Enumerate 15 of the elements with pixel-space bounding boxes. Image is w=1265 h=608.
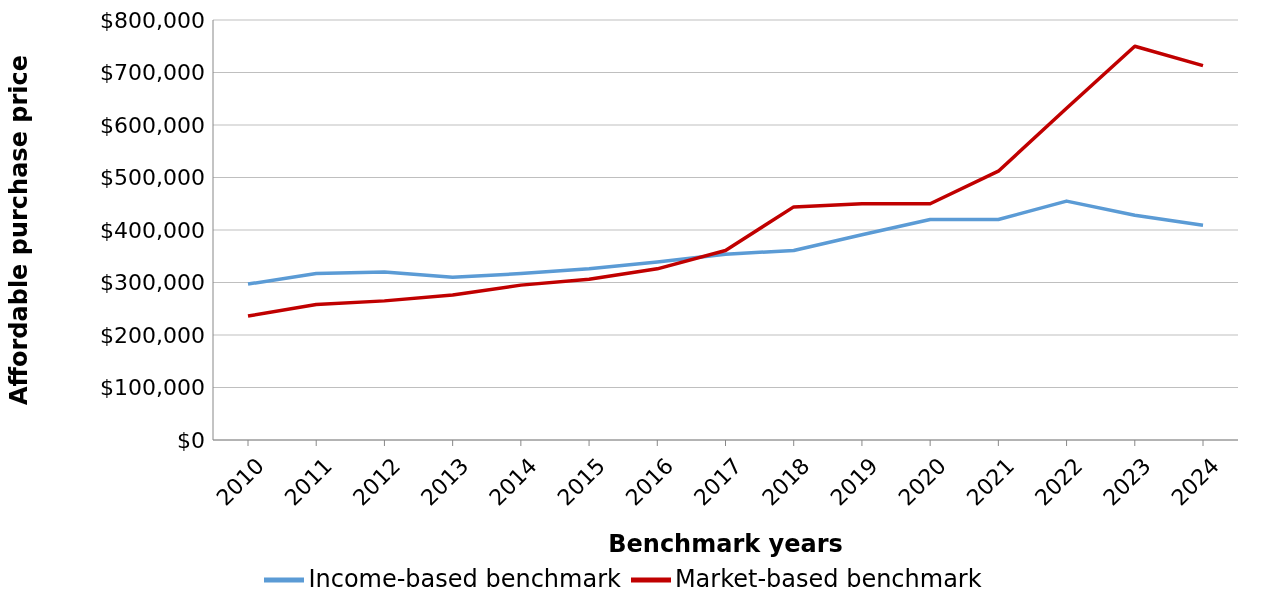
y-tick-label: $300,000 xyxy=(100,270,205,296)
y-tick-label: $100,000 xyxy=(100,375,205,401)
y-tick-label: $800,000 xyxy=(100,7,205,33)
y-tick-label: $0 xyxy=(177,427,205,453)
legend-label: Market-based benchmark xyxy=(674,565,982,593)
y-tick-label: $400,000 xyxy=(100,217,205,243)
x-axis-title: Benchmark years xyxy=(608,530,843,558)
y-tick-label: $500,000 xyxy=(100,165,205,191)
legend-label: Income-based benchmark xyxy=(308,565,621,593)
y-tick-label: $200,000 xyxy=(100,322,205,348)
y-tick-label: $700,000 xyxy=(100,60,205,86)
y-axis-title: Affordable purchase price xyxy=(4,54,33,406)
line-series xyxy=(246,44,1205,318)
y-tick-label: $600,000 xyxy=(100,112,205,138)
line-series xyxy=(246,199,1205,286)
